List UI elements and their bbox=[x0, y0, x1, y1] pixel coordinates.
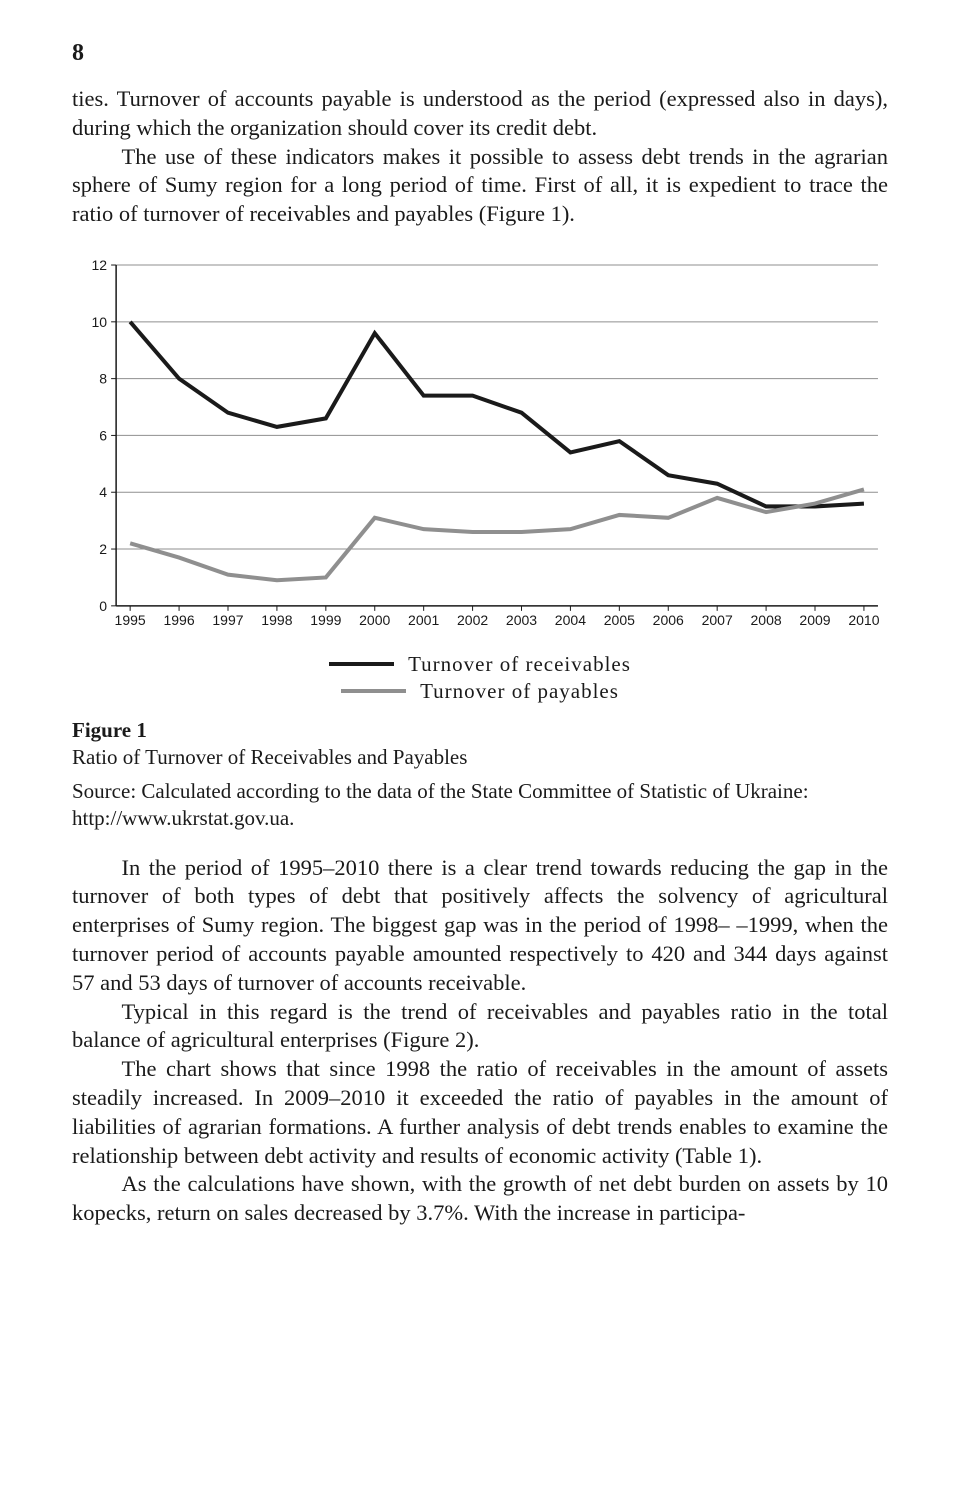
paragraph-3: In the period of 1995–2010 there is a cl… bbox=[72, 854, 888, 998]
figure-source: Source: Calculated according to the data… bbox=[72, 778, 888, 832]
svg-text:2005: 2005 bbox=[604, 612, 635, 628]
svg-text:0: 0 bbox=[99, 598, 107, 614]
legend-swatch-receivables bbox=[329, 662, 394, 666]
paragraph-4: Typical in this regard is the trend of r… bbox=[72, 998, 888, 1056]
svg-text:1995: 1995 bbox=[115, 612, 146, 628]
svg-text:2001: 2001 bbox=[408, 612, 439, 628]
svg-text:2009: 2009 bbox=[799, 612, 830, 628]
svg-text:6: 6 bbox=[99, 427, 107, 443]
figure-source-prefix: Source: bbox=[72, 779, 136, 803]
legend-item-receivables: Turnover of receivables bbox=[329, 652, 631, 677]
svg-text:2002: 2002 bbox=[457, 612, 488, 628]
paragraph-1: ties. Turnover of accounts payable is un… bbox=[72, 85, 888, 143]
svg-text:2010: 2010 bbox=[848, 612, 879, 628]
svg-text:1996: 1996 bbox=[163, 612, 194, 628]
svg-text:2000: 2000 bbox=[359, 612, 390, 628]
page: 8 ties. Turnover of accounts payable is … bbox=[0, 0, 960, 1268]
svg-text:12: 12 bbox=[92, 257, 108, 273]
svg-text:2: 2 bbox=[99, 541, 107, 557]
paragraph-2: The use of these indicators makes it pos… bbox=[72, 143, 888, 229]
legend-label-payables: Turnover of payables bbox=[420, 679, 619, 704]
svg-text:2004: 2004 bbox=[555, 612, 586, 628]
svg-text:2007: 2007 bbox=[702, 612, 733, 628]
svg-text:2006: 2006 bbox=[653, 612, 684, 628]
legend-swatch-payables bbox=[341, 689, 406, 693]
paragraph-6: As the calculations have shown, with the… bbox=[72, 1170, 888, 1228]
svg-text:8: 8 bbox=[99, 371, 107, 387]
chart-legend: Turnover of receivables Turnover of paya… bbox=[72, 652, 888, 704]
svg-text:1998: 1998 bbox=[261, 612, 292, 628]
svg-text:2008: 2008 bbox=[750, 612, 781, 628]
svg-text:1997: 1997 bbox=[212, 612, 243, 628]
svg-text:2003: 2003 bbox=[506, 612, 537, 628]
figure-source-text: Calculated according to the data of the … bbox=[72, 779, 809, 830]
figure-label: Figure 1 bbox=[72, 718, 888, 743]
paragraph-5: The chart shows that since 1998 the rati… bbox=[72, 1055, 888, 1170]
line-chart-figure-1: 0 2 4 6 8 10 12 1995 1996 1997 1998 1999 2000 2001 200… bbox=[72, 257, 888, 632]
legend-item-payables: Turnover of payables bbox=[341, 679, 619, 704]
page-number: 8 bbox=[72, 40, 888, 67]
svg-text:10: 10 bbox=[92, 314, 108, 330]
figure-title: Ratio of Turnover of Receivables and Pay… bbox=[72, 745, 888, 770]
svg-text:1999: 1999 bbox=[310, 612, 341, 628]
legend-label-receivables: Turnover of receivables bbox=[408, 652, 631, 677]
chart-container: 0 2 4 6 8 10 12 1995 1996 1997 1998 1999 2000 2001 200… bbox=[72, 257, 888, 632]
svg-text:4: 4 bbox=[99, 484, 107, 500]
